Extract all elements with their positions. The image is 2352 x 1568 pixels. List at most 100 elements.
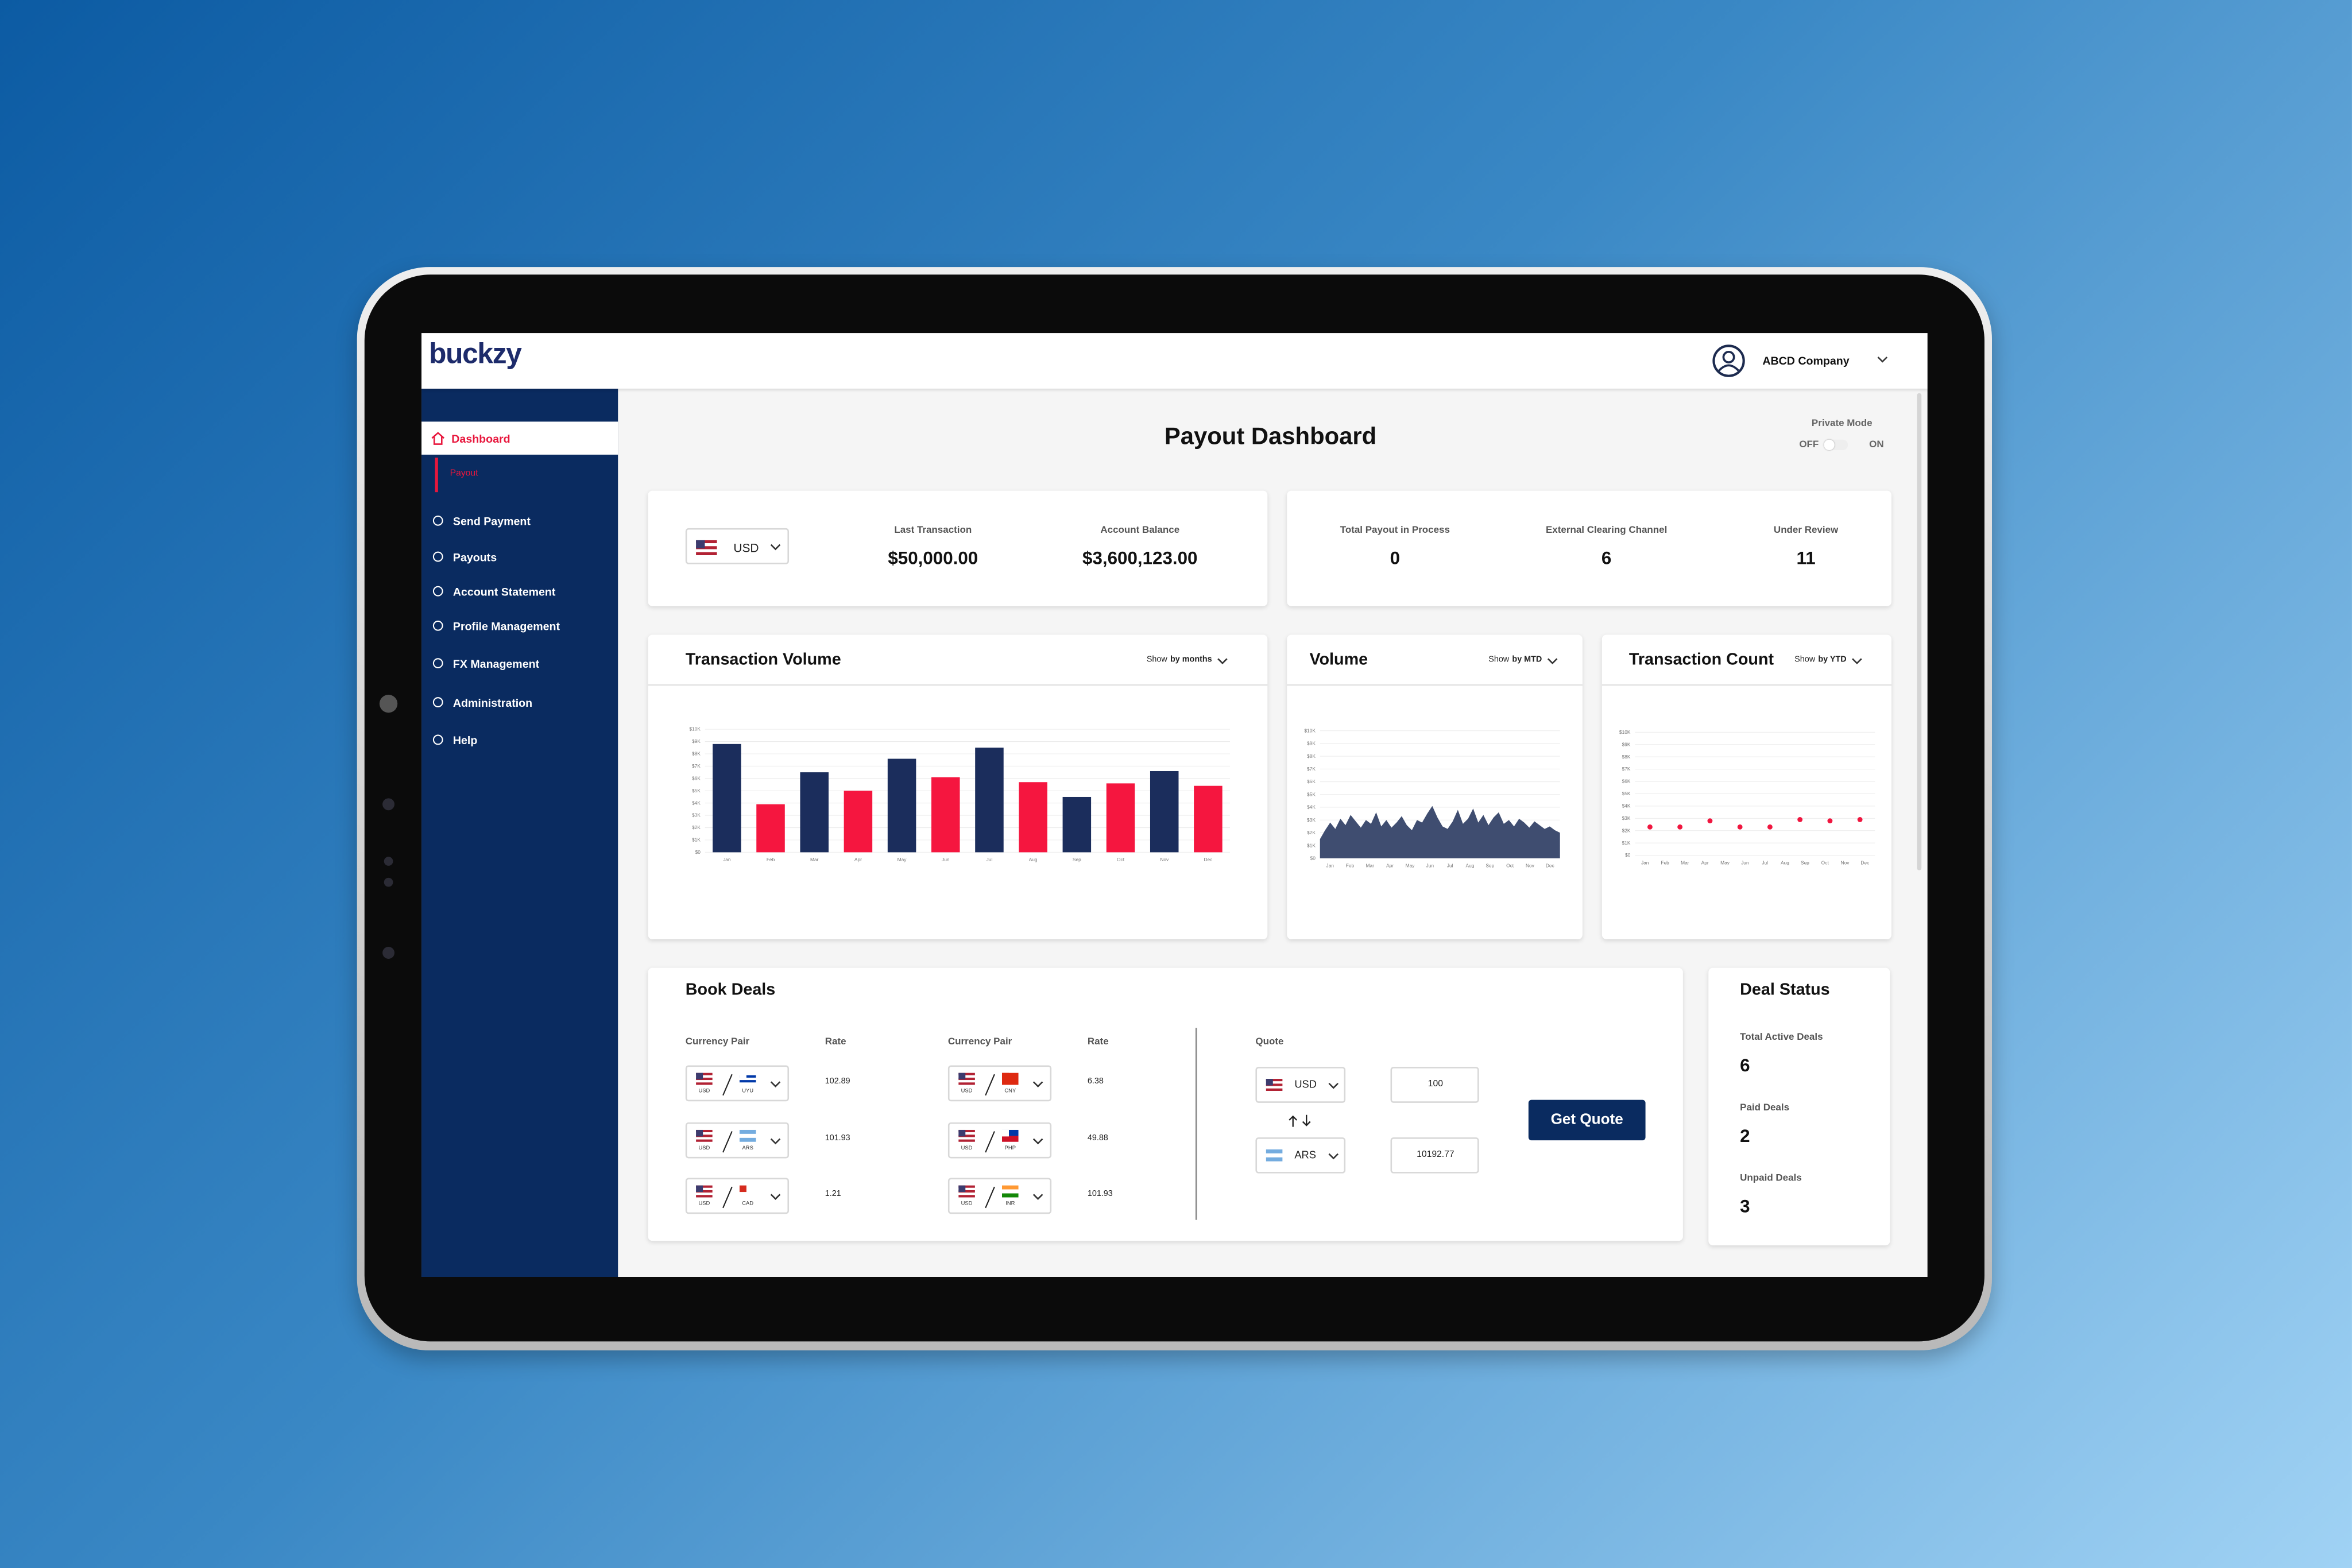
toggle[interactable]: [1824, 439, 1848, 451]
nav-label[interactable]: Payouts: [452, 551, 497, 564]
slash: [722, 1131, 733, 1153]
pair-select[interactable]: USD INR: [947, 1178, 1052, 1214]
flag: [739, 1129, 756, 1142]
flag-stripe: [696, 1082, 713, 1085]
flag-stripe: [1001, 1129, 1019, 1136]
y-tick-label: $9K: [1622, 741, 1631, 747]
base-code: USD: [698, 1144, 710, 1151]
base-code: USD: [961, 1144, 973, 1151]
currency-code: ARS: [1294, 1151, 1316, 1162]
dot: [1677, 824, 1683, 830]
flag-stripe: [1266, 1153, 1283, 1157]
pair-select[interactable]: USD UYU: [685, 1065, 790, 1102]
stat-label: Account Balance: [1100, 525, 1180, 536]
x-tick-label: Nov: [1160, 857, 1169, 862]
flag-stripe: [958, 1137, 975, 1140]
y-tick-label: $4K: [692, 800, 701, 806]
nav-icon-shape: [432, 697, 443, 707]
flag-stripe: [696, 1193, 713, 1195]
y-tick-label: $10K: [1304, 727, 1316, 733]
flag-stripe: [1001, 1136, 1019, 1142]
bar: [931, 777, 960, 853]
x-tick-label: Apr: [854, 857, 862, 862]
pair-select[interactable]: USD CAD: [685, 1178, 790, 1214]
slash: [985, 1074, 995, 1096]
stat-value: $50,000.00: [888, 547, 978, 569]
nav-label[interactable]: Profile Management: [452, 620, 560, 633]
nav-label[interactable]: Account Statement: [452, 585, 556, 599]
x-tick-label: Aug: [1781, 860, 1789, 865]
chevron-line: [1032, 1138, 1043, 1145]
show-by: by YTD: [1818, 656, 1847, 665]
page-title: Payout Dashboard: [1164, 424, 1377, 451]
chevron: [1032, 1138, 1043, 1145]
show-label: Show: [1146, 656, 1167, 665]
base-code: USD: [961, 1199, 973, 1206]
chevron: [1328, 1082, 1339, 1089]
x-tick-label: Aug: [1466, 863, 1475, 869]
status-value: 6: [1740, 1055, 1750, 1076]
column-header: Rate: [1087, 1036, 1109, 1048]
nav-label[interactable]: FX Management: [452, 657, 540, 671]
flag-stripe: [958, 1075, 975, 1078]
card-title: Book Deals: [685, 981, 776, 1000]
bar: [1150, 771, 1179, 853]
bar: [756, 804, 785, 853]
nav-icon: [432, 658, 443, 669]
currency-select[interactable]: USD: [685, 528, 790, 564]
flag-stripe: [696, 1077, 713, 1081]
flag-stripe: [958, 1185, 975, 1188]
x-tick-label: Jul: [1447, 863, 1453, 869]
quote-code: CAD: [742, 1199, 754, 1206]
quote-code: ARS: [742, 1144, 753, 1151]
swap-icon[interactable]: [1287, 1113, 1314, 1128]
quote-code: INR: [1005, 1199, 1015, 1206]
flag-stripe: [739, 1137, 756, 1142]
pair-select[interactable]: USD CNY: [947, 1065, 1052, 1102]
show-by: by MTD: [1512, 656, 1542, 665]
show-control[interactable]: Show by months: [1147, 656, 1212, 665]
nav-item-active[interactable]: Dashboard: [421, 421, 618, 455]
quote-from-select[interactable]: USD: [1255, 1067, 1346, 1103]
amount-input[interactable]: 100: [1390, 1067, 1479, 1103]
y-tick-label: $2K: [1307, 830, 1316, 835]
x-tick-label: Sep: [1073, 857, 1081, 862]
get-quote-button[interactable]: Get Quote: [1528, 1099, 1646, 1141]
y-tick-label: $6K: [1307, 779, 1316, 784]
y-tick-label: $5K: [692, 788, 701, 793]
chevron-line: [1032, 1081, 1043, 1087]
show-control[interactable]: Show by MTD: [1488, 656, 1542, 665]
nav-sub-label[interactable]: Payout: [450, 469, 478, 479]
user-icon[interactable]: [1712, 343, 1746, 378]
book-deals-card: Book Deals Quote USD 100 ARS 10192.77 Ge…: [648, 967, 1683, 1241]
quote-to-select[interactable]: ARS: [1255, 1137, 1346, 1174]
chevron: [770, 544, 781, 551]
chevron[interactable]: [1877, 355, 1889, 365]
nav-label[interactable]: Administration: [452, 696, 533, 710]
flag: [1266, 1149, 1283, 1162]
company-name[interactable]: ABCD Company: [1762, 354, 1850, 368]
nav-label[interactable]: Send Payment: [452, 514, 531, 528]
scrollbar[interactable]: [1917, 393, 1922, 870]
logo[interactable]: buckzy: [429, 339, 522, 371]
show-control[interactable]: Show by YTD: [1794, 656, 1846, 665]
nav-label[interactable]: Help: [452, 733, 478, 748]
chevron: [1852, 658, 1862, 664]
result-input[interactable]: 10192.77: [1390, 1137, 1479, 1174]
flag-stripe: [958, 1073, 975, 1075]
rate: 6.38: [1087, 1077, 1104, 1087]
nav-icon: [432, 551, 443, 562]
y-tick-label: $4K: [1622, 803, 1631, 809]
flag-stripe: [696, 1075, 713, 1078]
flag-stripe: [958, 1080, 975, 1083]
x-tick-label: Nov: [1841, 860, 1850, 865]
nav-icon-shape: [432, 620, 443, 631]
flag-stripe: [958, 1129, 975, 1133]
nav-icon: [432, 697, 443, 707]
pair-select[interactable]: USD PHP: [947, 1122, 1052, 1159]
slash-line: [722, 1074, 733, 1096]
status-label: Unpaid Deals: [1740, 1173, 1802, 1184]
flag-stripe: [696, 549, 717, 552]
pair-select[interactable]: USD ARS: [685, 1122, 790, 1159]
nav-icon: [432, 515, 443, 526]
